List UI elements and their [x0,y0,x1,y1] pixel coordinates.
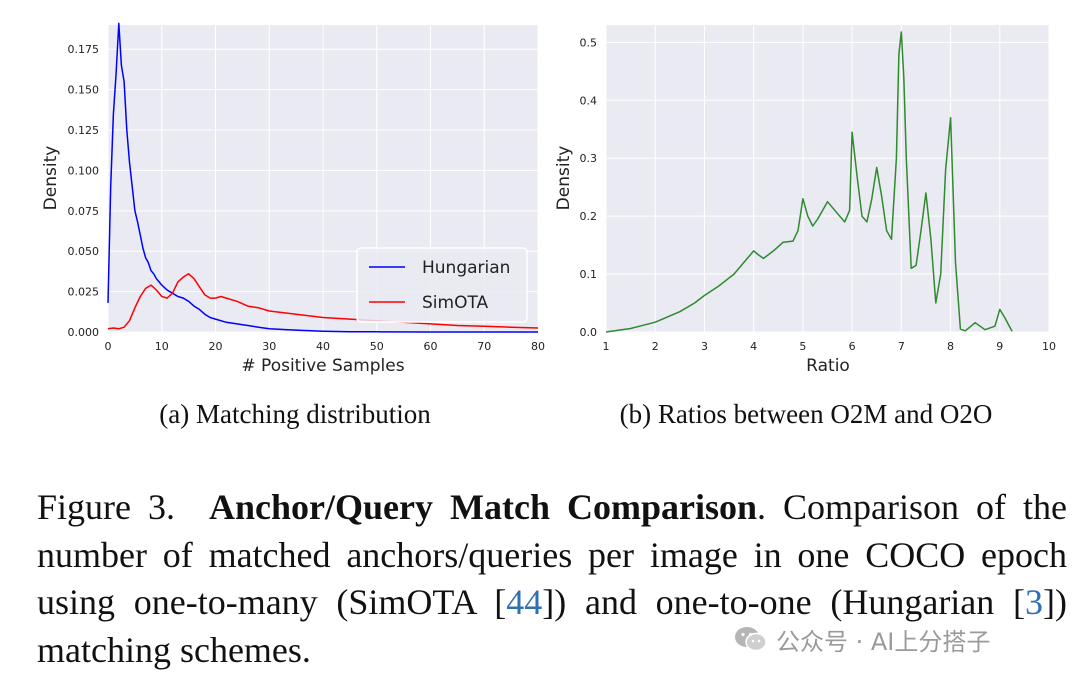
legend-label-hungarian: Hungarian [422,258,510,278]
y-tick-label: 0.100 [68,164,100,177]
chart-b: 1 2 3 4 5 6 7 8 9 10 0.0 0.1 0.2 0.3 0.4 0.5 Ratio Den… [554,25,1056,429]
y-tick-label: 0.2 [580,210,598,223]
y-tick-label: 0.175 [68,43,100,56]
y-tick-label: 0.5 [580,36,598,49]
watermark: 公众号 · AI上分搭子 [730,622,991,656]
caption-body-2: ]) and one-to-one (Hungar­ian [ [542,582,1026,622]
plot-b-series [605,31,1013,333]
y-tick-label: 0.3 [580,152,598,165]
subcaption-a: (a) Matching distribution [159,399,431,429]
x-tick-label: 1 [603,340,610,353]
caption-body-1: . Comparison of the number of matched an… [37,487,1067,622]
y-tick-label: 0.125 [68,124,100,137]
x-tick-label: 20 [209,340,223,353]
series-line-ratio-density [605,31,1013,333]
series-line-hungarian [107,22,538,333]
chart-a-x-label: # Positive Samples [241,356,404,376]
x-tick-label: 50 [370,340,384,353]
y-tick-label: 0.075 [68,205,100,218]
plot-a-y-ticks: 0.000 0.025 0.050 0.075 0.100 0.125 0.150 0.175 [68,43,100,339]
x-tick-label: 6 [849,340,856,353]
x-tick-label: 70 [477,340,491,353]
watermark-text: 公众号 · AI上分搭子 [776,627,991,656]
x-tick-label: 3 [701,340,708,353]
plot-b-y-ticks: 0.0 0.1 0.2 0.3 0.4 0.5 [580,36,598,339]
plot-b-grid [605,25,1050,333]
caption-ref-44[interactable]: 44 [506,582,543,622]
y-tick-label: 0.0 [580,326,598,339]
plot-a-x-ticks: 0 10 20 30 40 50 60 70 80 [105,340,546,353]
subcaption-b: (b) Ratios between O2M and O2O [620,399,993,429]
y-tick-label: 0.4 [580,94,598,107]
y-tick-label: 0.150 [68,84,100,97]
chart-b-y-label: Density [554,146,574,211]
x-tick-label: 10 [1042,340,1056,353]
x-tick-label: 10 [155,340,169,353]
legend-label-simota: SimOTA [422,293,489,313]
plot-b-x-ticks: 1 2 3 4 5 6 7 8 9 10 [603,340,1057,353]
y-tick-label: 0.050 [68,245,100,258]
y-tick-label: 0.025 [68,286,100,299]
chart-a-legend: Hungarian SimOTA [356,247,528,323]
wechat-icon [735,627,767,652]
x-tick-label: 4 [750,340,757,353]
x-tick-label: 7 [898,340,905,353]
x-tick-label: 5 [799,340,806,353]
x-tick-label: 8 [947,340,954,353]
caption-figure-label: Figure 3. [37,487,175,527]
x-tick-label: 2 [652,340,659,353]
plot-b-background [606,25,1049,332]
caption-ref-3[interactable]: 3 [1025,582,1044,622]
caption-title: Anchor/Query Match Comparison [209,487,757,527]
chart-a-y-label: Density [41,146,61,211]
x-tick-label: 60 [424,340,438,353]
figure-charts: 0 10 20 30 40 50 60 70 80 0.0000.0250.0500.0750.… [41,22,1056,429]
chart-b-x-label: Ratio [806,356,850,376]
x-tick-label: 40 [316,340,330,353]
x-tick-label: 30 [262,340,276,353]
caption-body-3: ]) matching schemes. [37,582,1067,670]
x-tick-label: 80 [531,340,545,353]
x-tick-label: 0 [105,340,112,353]
x-tick-label: 9 [996,340,1003,353]
y-tick-label: 0.000 [68,326,100,339]
figure-caption: Figure 3. Anchor/Query Match Comparison.… [37,484,1067,674]
chart-a: 0 10 20 30 40 50 60 70 80 0.0000.0250.0500.0750.… [41,22,546,429]
y-tick-label: 0.1 [580,268,598,281]
